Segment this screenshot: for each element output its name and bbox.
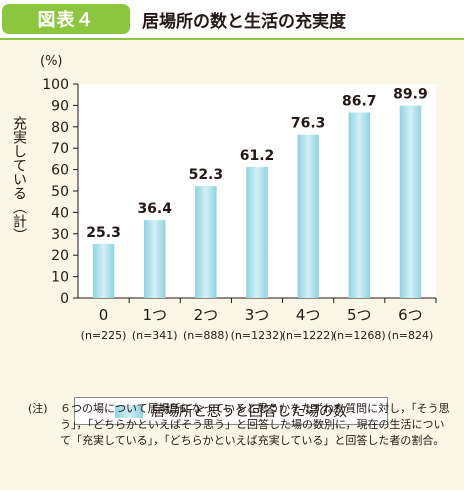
x-category-label: 6つ [398,306,423,324]
y-tick-label: 50 [51,184,69,200]
x-sample-size-label: (n=1222) [282,329,335,342]
y-tick-label: 90 [51,98,69,114]
bar [92,243,115,298]
bar-chart: 0 10 20 30 40 50 60 70 80 90 100 25.3 0 (n=225) 36.4 1つ… [42,77,437,342]
legend-swatch [115,404,143,418]
x-category-label: 5つ [347,306,372,324]
footnote-text: ６つの場について居場所になっていると思うかをたずねた質問に対し，「そう思う」，「… [60,402,450,447]
y-tick-label: 60 [51,163,69,179]
x-sample-size-label: (n=824) [388,329,434,342]
y-tick-label: 30 [51,227,69,243]
x-category-label: 0 [99,306,109,324]
bar-value-label: 86.7 [342,93,377,109]
x-sample-size-label: (n=1232) [231,329,284,342]
x-sample-size-label: (n=341) [132,329,178,342]
y-axis-title: 充実している（計） [11,116,27,242]
y-tick-label: 100 [42,77,69,93]
bar [143,220,166,298]
bar-value-label: 61.2 [240,148,275,164]
x-category-label: 3つ [245,306,270,324]
x-sample-size-label: (n=1268) [333,329,386,342]
x-category-label: 4つ [296,306,321,324]
bar-value-label: 89.9 [393,87,428,103]
y-tick-label: 0 [60,291,69,307]
x-category-label: 2つ [194,306,219,324]
legend-label: 居場所と思うと回答した場の数 [151,404,347,420]
y-axis-unit: (%) [40,54,63,69]
bar-value-label: 25.3 [86,225,121,241]
bar [297,134,319,298]
figure-title: 居場所の数と生活の充実度 [142,12,346,32]
bar [348,112,371,298]
y-tick-label: 10 [51,270,69,286]
bar-value-label: 76.3 [291,116,326,132]
footnote-prefix: (注) [28,402,48,415]
bar-value-label: 52.3 [189,167,224,183]
bar-value-label: 36.4 [137,201,172,217]
chart-area: (%) 充実している（計） 0 10 20 30 40 50 60 70 80 90 100 25.3… [0,40,464,425]
header-divider [0,38,464,40]
x-sample-size-label: (n=888) [183,329,229,342]
bar [246,167,268,298]
bar [195,186,217,298]
x-sample-size-label: (n=225) [81,329,127,342]
y-tick-label: 40 [51,205,69,221]
y-tick-label: 80 [51,120,69,136]
legend: 居場所と思うと回答した場の数 [74,397,388,425]
figure-header: 図表４ 居場所の数と生活の充実度 [0,0,464,40]
bar [399,105,422,298]
y-tick-label: 70 [51,141,69,157]
y-tick-label: 20 [51,248,69,264]
figure-number-badge: 図表４ [2,4,130,34]
x-category-label: 1つ [142,306,167,324]
